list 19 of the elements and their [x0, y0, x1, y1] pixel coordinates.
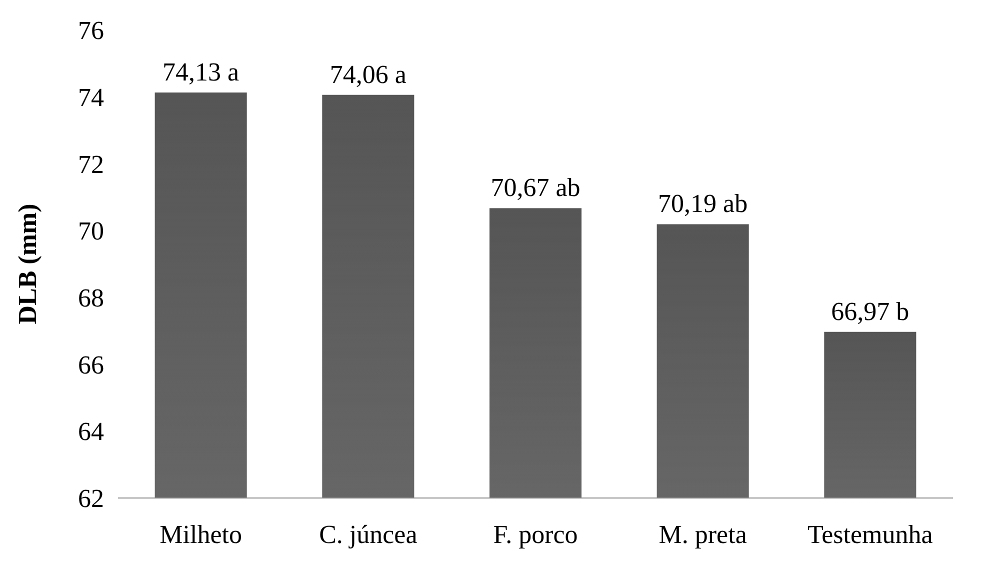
x-tick-label: C. júncea — [319, 520, 418, 549]
data-label: 74,13 a — [162, 58, 240, 87]
y-tick-label: 74 — [78, 82, 104, 112]
data-label: 70,19 ab — [658, 189, 748, 218]
data-label: 74,06 a — [330, 60, 407, 89]
y-tick-label: 72 — [78, 150, 104, 179]
y-tick-label: 64 — [78, 417, 104, 446]
data-label: 66,97 b — [831, 296, 910, 326]
y-tick-label: 66 — [78, 350, 104, 380]
x-tick-label: Milheto — [160, 520, 242, 549]
x-tick-label: M. preta — [658, 520, 748, 549]
y-tick-label: 62 — [78, 484, 104, 514]
y-tick-label: 76 — [78, 16, 104, 46]
data-label: 70,67 ab — [490, 173, 580, 202]
y-tick-label: 68 — [78, 284, 104, 313]
x-tick-label: Testemunha — [808, 520, 934, 549]
y-tick-label: 70 — [78, 216, 104, 246]
y-axis-title: DLB (mm) — [13, 204, 42, 324]
x-tick-label: F. porco — [493, 520, 578, 549]
